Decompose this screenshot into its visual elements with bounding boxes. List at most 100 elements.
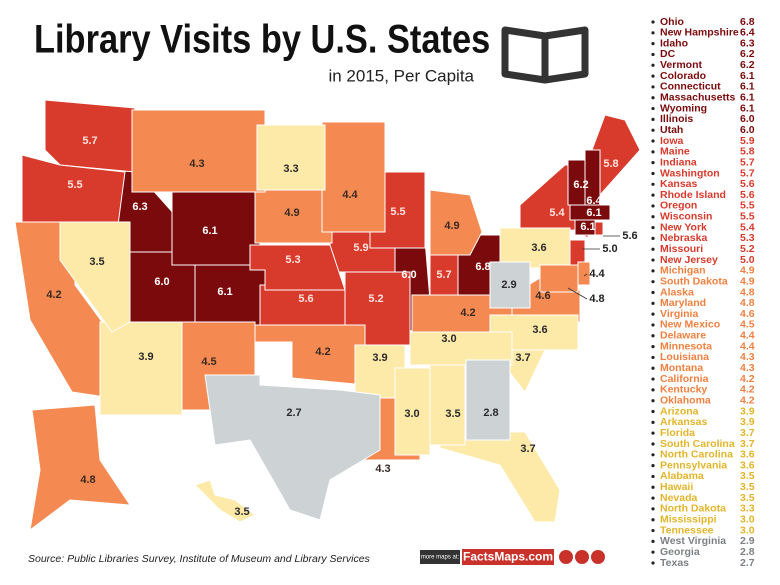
list-state-name: North Dakota <box>660 503 726 515</box>
list-state-value: 5.8 <box>740 146 755 158</box>
map-value-label: 5.5 <box>390 206 405 218</box>
instagram-icon[interactable] <box>559 550 573 564</box>
map-value-label: 3.7 <box>520 443 535 455</box>
map-value-label: 5.7 <box>436 269 451 281</box>
map-value-label: 3.3 <box>283 163 298 175</box>
list-state-value: 5.6 <box>740 178 755 190</box>
list-state-name: Wyoming <box>660 102 707 114</box>
list-state-value: 6.4 <box>740 27 755 39</box>
list-state-value: 4.2 <box>740 373 755 385</box>
list-state-value: 2.7 <box>740 557 755 569</box>
list-state-value: 3.6 <box>740 459 755 471</box>
state <box>44 99 136 173</box>
list-state-name: Maryland <box>660 297 706 309</box>
list-state-value: 6.1 <box>740 92 755 104</box>
list-state-name: South Carolina <box>660 438 735 450</box>
list-state-value: 4.8 <box>740 297 755 309</box>
list-state-name: New Hampshire <box>660 27 739 39</box>
map-value-label: 3.6 <box>531 242 546 254</box>
map-value-label: 6.8 <box>475 261 490 273</box>
state <box>254 324 366 386</box>
state <box>577 261 591 286</box>
list-bullet <box>651 453 655 457</box>
list-bullet <box>651 528 655 533</box>
list-state-name: Rhode Island <box>660 189 726 201</box>
map-value-label: 6.1 <box>202 225 217 237</box>
list-state-value: 6.1 <box>740 70 755 82</box>
map-value-label: 4.4 <box>589 268 605 280</box>
list-state-name: Indiana <box>660 156 697 168</box>
map-value-label: 6.0 <box>401 269 416 281</box>
list-bullet <box>651 117 655 121</box>
list-state-value: 5.5 <box>740 211 755 223</box>
list-state-name: Pennsylvania <box>660 459 727 471</box>
map-value-label: 4.9 <box>444 220 459 232</box>
list-state-value: 4.3 <box>740 351 755 363</box>
list-bullet <box>651 485 655 489</box>
footer-brand-bg[interactable] <box>462 549 554 565</box>
list-state-name: Oregon <box>660 200 697 212</box>
list-bullet <box>651 496 655 500</box>
twitter-icon[interactable] <box>591 550 605 564</box>
list-state-name: Hawaii <box>660 481 693 493</box>
list-bullet <box>651 507 655 511</box>
list-state-name: New York <box>660 221 707 233</box>
list-state-value: 6.2 <box>740 48 755 60</box>
title: Library Visits by U.S. States <box>34 16 490 61</box>
state <box>409 331 513 366</box>
list-state-name: Oklahoma <box>660 394 711 406</box>
map-value-label: 6.1 <box>580 221 595 233</box>
list-state-name: Massachusetts <box>660 92 735 104</box>
list-bullet <box>651 334 655 338</box>
list-state-value: 4.3 <box>740 362 755 374</box>
list-state-name: California <box>660 373 709 385</box>
list-state-value: 3.9 <box>740 405 755 417</box>
list-bullet <box>651 128 655 132</box>
list-state-name: New Mexico <box>660 319 720 331</box>
map-value-label: 5.5 <box>67 179 82 191</box>
list-state-value: 3.0 <box>740 524 755 536</box>
map-value-label: 3.6 <box>532 324 547 336</box>
list-bullet <box>651 464 655 468</box>
state <box>256 124 326 191</box>
map-value-label: 3.7 <box>515 352 530 364</box>
list-bullet <box>651 63 655 67</box>
list-state-value: 5.6 <box>740 189 755 201</box>
list-state-name: Florida <box>660 427 695 439</box>
map-value-label: 5.4 <box>549 207 565 219</box>
state <box>59 221 131 333</box>
map-value-label: 5.3 <box>285 254 300 266</box>
list-state-value: 4.5 <box>740 319 755 331</box>
list-state-name: Delaware <box>660 330 706 342</box>
map-value-label: 5.2 <box>368 293 383 305</box>
list-state-name: Arizona <box>660 405 699 417</box>
list-bullet <box>651 161 655 165</box>
map-value-label: 3.5 <box>89 256 104 268</box>
list-bullet <box>651 561 655 565</box>
list-state-name: Arkansas <box>660 416 707 428</box>
list-state-value: 3.5 <box>740 470 755 482</box>
list-state-value: 5.3 <box>740 232 755 244</box>
state <box>429 189 483 256</box>
list-state-name: Washington <box>660 167 720 179</box>
list-state-value: 4.9 <box>740 275 755 287</box>
footer-brand[interactable]: FactsMaps.com <box>463 550 553 564</box>
map-value-label: 4.4 <box>342 189 358 201</box>
map-value-label: 4.2 <box>46 289 61 301</box>
states <box>14 99 641 532</box>
list-bullet <box>651 74 655 78</box>
list-state-value: 2.8 <box>740 546 755 558</box>
list-state-name: Kansas <box>660 178 698 190</box>
map-value-label: 4.2 <box>315 346 330 358</box>
list-state-value: 6.1 <box>740 81 755 93</box>
list-state-name: Kentucky <box>660 384 707 396</box>
list-bullet <box>651 139 655 143</box>
list-bullet <box>651 258 655 262</box>
list-state-name: Nevada <box>660 492 698 504</box>
facebook-icon[interactable] <box>575 550 589 564</box>
map-labels: 6.8 6.4 6.3 6.2 6.1 6.1 6.1 6.1 6.0 6.0 5.9 5.8 5.7 5… <box>46 135 637 518</box>
map-value-label: 3.5 <box>234 506 249 518</box>
list-state-name: Iowa <box>660 135 683 147</box>
list-state-name: Texas <box>660 557 689 569</box>
